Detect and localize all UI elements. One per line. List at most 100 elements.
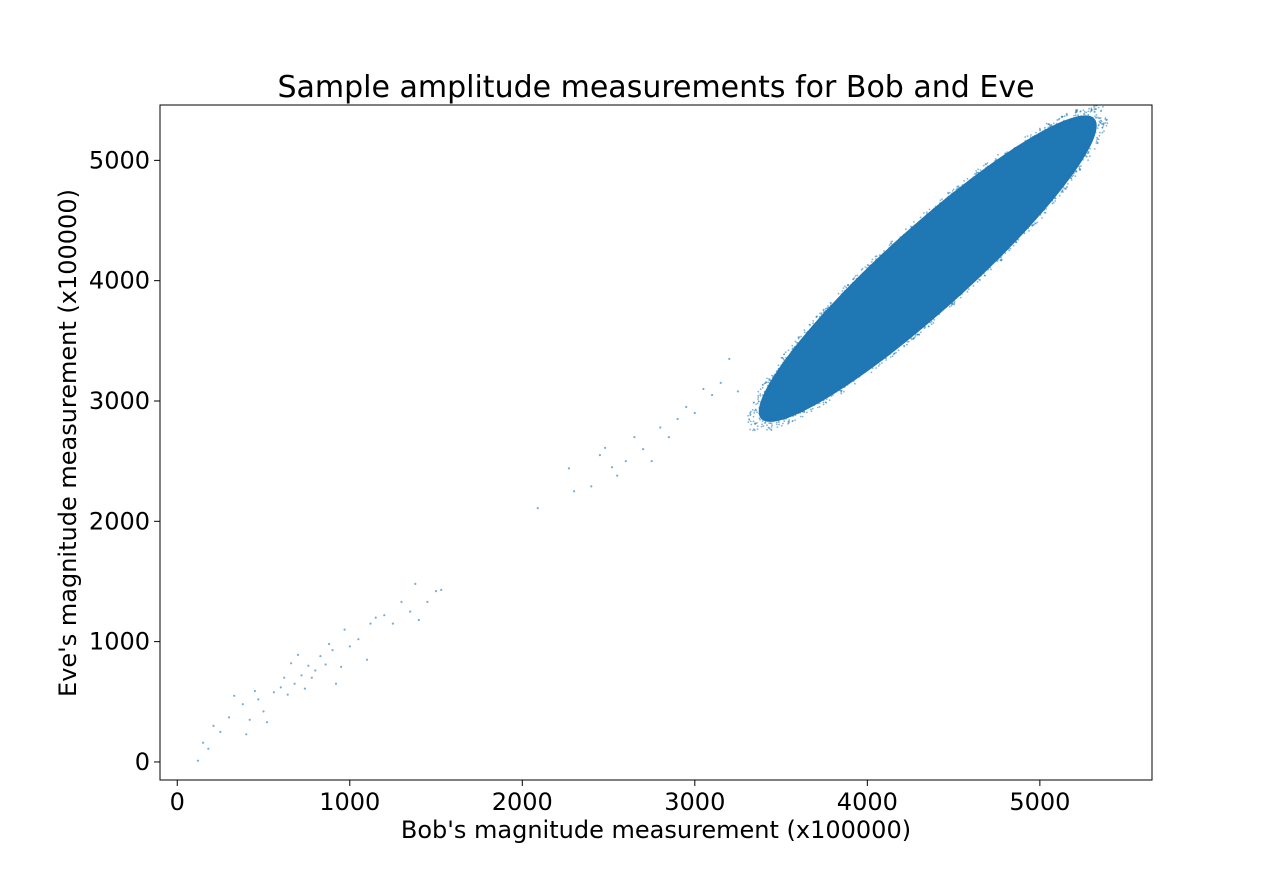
cluster-fringe-point <box>1104 117 1107 120</box>
cluster-fringe-point <box>858 375 861 378</box>
cluster-fringe-point <box>905 228 907 231</box>
cluster-fringe-point <box>769 428 772 431</box>
cluster-fringe-point <box>777 414 779 417</box>
scatter-point <box>633 436 636 439</box>
cluster-fringe-point <box>868 264 871 267</box>
cluster-fringe-point <box>1004 152 1007 155</box>
cluster-fringe-point <box>979 273 981 276</box>
cluster-fringe-point <box>858 276 860 279</box>
cluster-fringe-point <box>1031 220 1033 223</box>
cluster-fringe-point <box>997 258 999 261</box>
cluster-fringe-point <box>754 408 757 411</box>
cluster-fringe-point <box>766 403 768 406</box>
cluster-fringe-point <box>773 376 776 378</box>
cluster-fringe-point <box>1096 142 1099 145</box>
scatter-point <box>417 618 420 622</box>
scatter-point <box>624 460 627 463</box>
cluster-fringe-point <box>791 420 794 422</box>
cluster-fringe-point <box>1078 116 1080 119</box>
cluster-fringe-point <box>852 380 855 382</box>
cluster-fringe-point <box>786 360 788 363</box>
cluster-fringe-point <box>1083 150 1086 153</box>
scatter-point <box>667 436 671 439</box>
cluster-fringe-point <box>952 188 955 191</box>
cluster-fringe-point <box>966 177 969 180</box>
cluster-fringe-point <box>1063 115 1066 118</box>
cluster-fringe-point <box>785 356 787 359</box>
cluster-fringe-point <box>890 243 893 245</box>
cluster-fringe-point <box>758 417 761 420</box>
cluster-fringe-point <box>758 407 761 409</box>
cluster-fringe-point <box>996 260 999 263</box>
cluster-fringe-point <box>771 424 773 427</box>
cluster-fringe-point <box>1105 124 1108 127</box>
cluster-fringe-point <box>902 341 905 344</box>
cluster-fringe-point <box>782 418 785 421</box>
scatter-point <box>434 590 438 593</box>
cluster-fringe-point <box>762 425 765 427</box>
cluster-fringe-point <box>854 281 856 283</box>
cluster-fringe-point <box>955 188 958 191</box>
cluster-fringe-point <box>1093 111 1096 113</box>
cluster-fringe-point <box>840 296 843 299</box>
cluster-fringe-point <box>979 169 982 172</box>
cluster-fringe-point <box>884 252 887 255</box>
cluster-fringe-point <box>753 412 755 414</box>
cluster-fringe-point <box>766 384 769 387</box>
cluster-fringe-point <box>950 304 953 307</box>
cluster-fringe-point <box>994 158 997 160</box>
cluster-fringe-point <box>983 274 986 277</box>
cluster-fringe-point <box>1052 122 1055 125</box>
cluster-fringe-point <box>1087 144 1090 146</box>
cluster-fringe-point <box>1034 222 1036 225</box>
cluster-fringe-point <box>977 168 979 171</box>
cluster-fringe-point <box>1096 116 1098 119</box>
cluster-fringe-point <box>1101 123 1104 125</box>
cluster-fringe-point <box>1089 110 1092 113</box>
cluster-fringe-point <box>1062 121 1065 124</box>
cluster-fringe-point <box>947 192 950 195</box>
cluster-fringe-point <box>1079 110 1082 113</box>
cluster-fringe-point <box>1021 232 1023 235</box>
cluster-fringe-point <box>770 426 773 428</box>
cluster-fringe-point <box>1000 253 1003 256</box>
cluster-fringe-point <box>769 382 771 384</box>
cluster-fringe-point <box>1083 111 1086 113</box>
cluster-fringe-point <box>761 394 764 397</box>
cluster-fringe-point <box>875 367 878 369</box>
cluster-fringe-point <box>1016 236 1018 239</box>
scatter-point <box>343 628 346 631</box>
scatter-point <box>374 616 377 619</box>
cluster-fringe-point <box>880 357 883 360</box>
cluster-fringe-point <box>822 399 825 401</box>
cluster-fringe-point <box>1039 214 1042 216</box>
cluster-fringe-point <box>899 238 901 241</box>
cluster-fringe-point <box>801 415 804 418</box>
cluster-fringe-point <box>805 336 807 339</box>
cluster-fringe-point <box>1000 259 1003 262</box>
cluster-fringe-point <box>829 304 832 307</box>
cluster-fringe-point <box>1047 126 1050 129</box>
cluster-fringe-point <box>822 309 825 312</box>
cluster-fringe-point <box>874 259 877 262</box>
cluster-fringe-point <box>1081 152 1083 155</box>
cluster-fringe-point <box>1097 124 1100 127</box>
cluster-fringe-point <box>752 415 755 418</box>
cluster-fringe-point <box>1088 117 1091 119</box>
cluster-fringe-point <box>844 285 846 288</box>
cluster-fringe-point <box>812 320 815 322</box>
cluster-fringe-point <box>807 406 809 408</box>
cluster-fringe-point <box>766 377 768 380</box>
cluster-fringe-point <box>928 212 931 215</box>
cluster-fringe-point <box>1060 191 1063 193</box>
cluster-fringe-point <box>809 328 812 331</box>
cluster-fringe-point <box>970 177 973 180</box>
cluster-fringe-point <box>759 408 762 411</box>
cluster-fringe-point <box>803 410 806 412</box>
cluster-fringe-point <box>760 425 763 428</box>
cluster-fringe-point <box>1080 158 1083 161</box>
cluster-fringe-point <box>1104 122 1107 124</box>
cluster-fringe-point <box>1101 126 1104 129</box>
cluster-fringe-point <box>753 428 755 430</box>
cluster-fringe-point <box>942 200 945 202</box>
